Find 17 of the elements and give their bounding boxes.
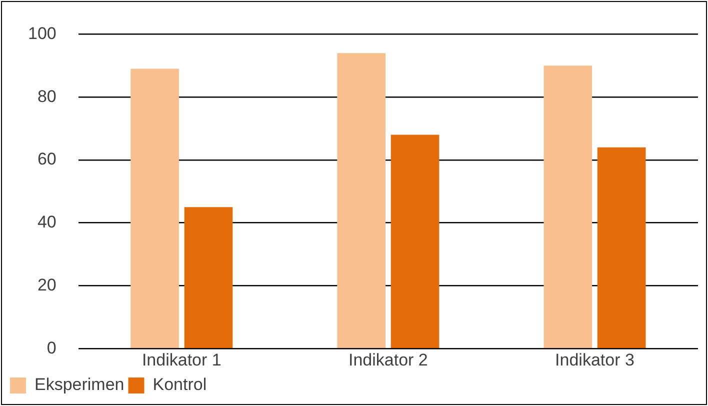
bar <box>337 53 386 348</box>
y-tick-label: 60 <box>37 150 56 169</box>
y-tick-label: 40 <box>37 212 56 232</box>
bar <box>544 66 592 348</box>
legend-label: Kontrol <box>152 375 207 394</box>
x-tick-label: Indikator 1 <box>142 350 222 370</box>
x-tick-label: Indikator 3 <box>555 350 634 370</box>
x-tick-label: Indikator 2 <box>348 350 428 370</box>
y-tick-label: 100 <box>28 24 56 43</box>
bar <box>184 207 233 348</box>
y-tick-label: 80 <box>37 86 56 106</box>
bar <box>597 147 646 348</box>
y-tick-label: 20 <box>37 275 56 294</box>
legend-label: Eksperimen <box>34 375 124 394</box>
bar <box>130 68 179 348</box>
y-tick-label: 0 <box>46 338 56 358</box>
bar <box>390 134 440 348</box>
